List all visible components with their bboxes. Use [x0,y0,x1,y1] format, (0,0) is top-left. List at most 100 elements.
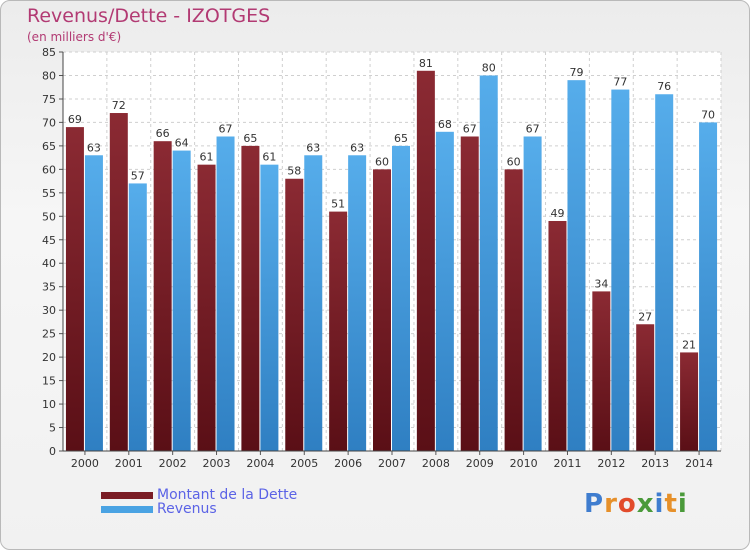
data-label-revenue: 68 [438,118,452,131]
y-tick-label: 55 [42,187,56,200]
legend-swatch-revenue [101,505,153,513]
chart-subtitle: (en milliers d'€) [27,30,122,44]
bar-revenue [172,150,191,451]
bar-revenue [304,155,323,452]
bar-debt [680,352,699,451]
y-tick-label: 80 [42,69,56,82]
proxiti-logo: Proxiti [584,489,688,519]
data-label-revenue: 67 [526,122,540,135]
bar-debt [460,136,479,451]
x-tick-label: 2013 [641,457,669,470]
logo-letter: t [664,489,678,519]
bar-revenue [567,80,586,451]
x-tick-label: 2010 [510,457,538,470]
bar-debt [592,291,611,451]
x-tick-label: 2014 [685,457,713,470]
bar-debt [504,169,523,451]
data-label-debt: 65 [243,132,257,145]
bar-debt [329,211,348,451]
data-label-debt: 21 [682,338,696,351]
bar-revenue [611,89,630,451]
data-label-revenue: 76 [657,80,671,93]
data-label-revenue: 63 [350,141,364,154]
data-label-debt: 66 [156,127,170,140]
legend-item-revenue: Revenus [101,501,217,517]
legend-label-revenue: Revenus [157,501,217,517]
bar-revenue [348,155,367,452]
data-label-revenue: 67 [219,122,233,135]
x-tick-label: 2002 [159,457,187,470]
y-tick-label: 25 [42,328,56,341]
data-label-debt: 69 [68,113,82,126]
data-label-revenue: 63 [306,141,320,154]
legend-swatch-debt [101,491,153,499]
y-tick-label: 0 [49,445,56,458]
data-label-debt: 67 [463,122,477,135]
y-tick-label: 75 [42,93,56,106]
y-tick-label: 70 [42,116,56,129]
data-label-revenue: 80 [482,61,496,74]
bar-revenue [655,94,674,451]
y-tick-label: 10 [42,398,56,411]
data-label-debt: 49 [550,207,564,220]
data-label-revenue: 57 [131,169,145,182]
logo-letter: o [617,489,637,519]
y-tick-label: 85 [42,46,56,59]
y-tick-label: 35 [42,281,56,294]
x-tick-label: 2007 [378,457,406,470]
x-tick-label: 2012 [597,457,625,470]
bar-revenue [479,75,498,452]
bar-revenue [392,145,410,451]
data-label-debt: 72 [112,99,126,112]
chart-title: Revenus/Dette - IZOTGES [27,5,271,27]
y-tick-label: 45 [42,234,56,247]
bar-debt [373,169,391,451]
x-tick-label: 2011 [553,457,581,470]
bar-debt [153,141,172,451]
data-label-debt: 60 [375,155,389,168]
x-tick-label: 2001 [115,457,143,470]
y-tick-label: 5 [49,422,56,435]
bar-debt [416,70,435,451]
data-label-debt: 61 [200,151,214,164]
data-label-revenue: 65 [394,132,408,145]
bar-revenue [216,136,235,451]
legend-item-debt: Montant de la Dette [101,487,297,503]
y-tick-label: 30 [42,304,56,317]
bar-revenue [523,136,542,451]
legend-label-debt: Montant de la Dette [157,487,298,503]
logo-letter: i [654,489,665,519]
x-tick-label: 2006 [334,457,362,470]
bar-debt [197,164,216,452]
logo-letter: P [584,489,605,519]
y-tick-label: 60 [42,163,56,176]
x-tick-label: 2009 [466,457,494,470]
y-tick-label: 20 [42,351,56,364]
data-label-debt: 58 [287,165,301,178]
bar-revenue [435,131,454,452]
bar-debt [285,178,304,451]
data-label-debt: 51 [331,198,345,211]
logo-letter: r [604,489,618,519]
data-label-revenue: 79 [569,66,583,79]
bar-revenue [260,164,279,452]
data-label-debt: 81 [419,57,433,70]
y-tick-label: 50 [42,210,56,223]
bar-debt [548,220,567,451]
data-label-revenue: 77 [613,76,627,89]
y-tick-label: 40 [42,257,56,270]
data-label-revenue: 70 [701,108,715,121]
bar-debt [241,145,260,451]
logo-letter: x [636,489,655,519]
logo-letter: i [677,489,688,519]
bar-debt [109,113,128,451]
data-label-debt: 60 [507,155,521,168]
bar-revenue [84,155,103,452]
data-label-revenue: 64 [175,137,189,150]
y-tick-label: 65 [42,140,56,153]
data-label-debt: 27 [638,310,652,323]
bar-debt [636,324,655,451]
bar-revenue [699,122,718,451]
